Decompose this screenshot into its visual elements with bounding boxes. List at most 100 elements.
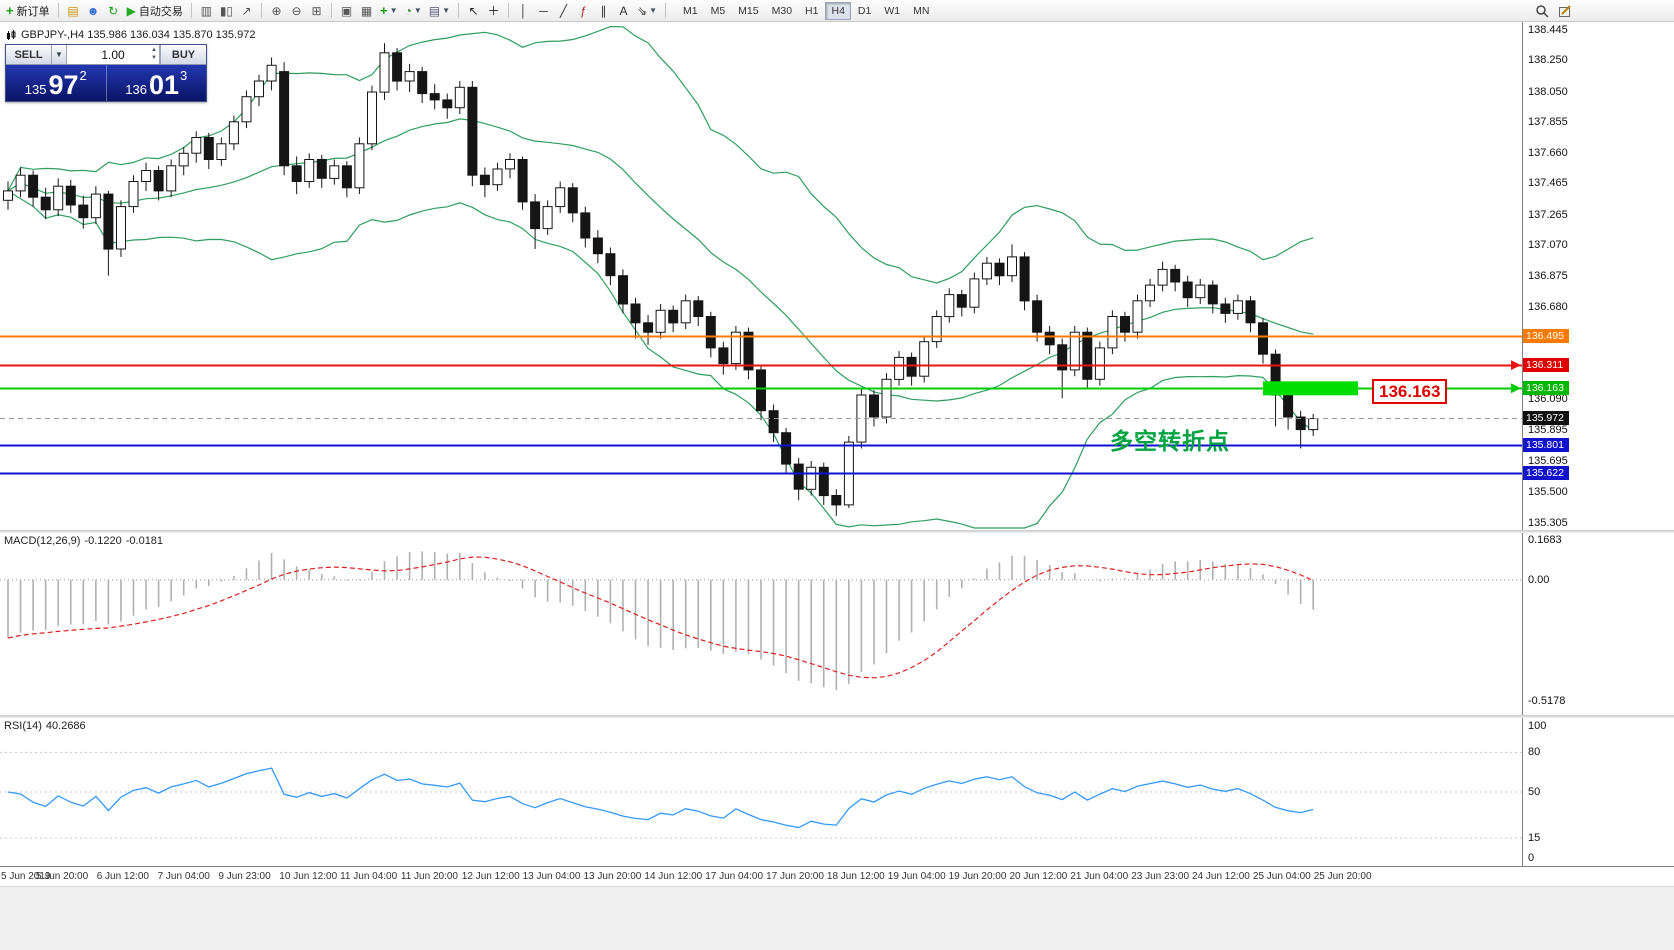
- turning-point-annotation: 多空转折点: [1110, 428, 1230, 454]
- candlestick-chart-canvas[interactable]: [0, 22, 1522, 530]
- chart-window-icon: ▤: [67, 3, 79, 18]
- arrange-windows-icon[interactable]: ▦: [357, 1, 376, 20]
- panel-separator[interactable]: [0, 530, 1674, 533]
- refresh-icon[interactable]: ↻: [104, 1, 123, 20]
- timeframe-m15[interactable]: M15: [738, 4, 759, 17]
- volume-input[interactable]: 1.00 ▲ ▼: [67, 45, 160, 64]
- crosshair-tool-icon[interactable]: ＋: [484, 1, 503, 20]
- arrow-tool-icon[interactable]: ⇘ ▼: [634, 1, 660, 20]
- text-label-tool-icon[interactable]: A: [614, 1, 633, 20]
- price-badge: 135.801: [1523, 438, 1569, 453]
- price-tick: 135.500: [1528, 485, 1568, 498]
- arrow-tool-icon-dropdown-arrow[interactable]: ▼: [649, 6, 657, 15]
- add-indicator-button-dropdown-arrow[interactable]: ▼: [389, 6, 398, 15]
- period-selector-button-dropdown-arrow[interactable]: ▼: [413, 6, 422, 15]
- line-chart-icon[interactable]: ↗: [237, 1, 256, 20]
- period-selector-button[interactable]: ◔ ▼: [402, 1, 425, 20]
- macd-tick: 0.1683: [1528, 534, 1562, 547]
- time-label: 17 Jun 20:00: [766, 871, 824, 882]
- compose-icon[interactable]: [1555, 1, 1575, 20]
- sell-price-big: 97: [48, 70, 79, 101]
- zoom-in-icon[interactable]: ⊕: [267, 1, 286, 20]
- bar-chart-icon[interactable]: ▥: [197, 1, 216, 20]
- toolbar-separator: [190, 3, 192, 18]
- template-button-dropdown-arrow[interactable]: ▼: [442, 6, 450, 15]
- time-label: 25 Jun 20:00: [1313, 871, 1372, 882]
- timeframe-m5[interactable]: M5: [710, 4, 726, 17]
- candlestick-chart-icon[interactable]: ▮▯: [217, 1, 236, 20]
- sell-button[interactable]: SELL: [6, 45, 52, 64]
- price-tick: 136.875: [1528, 270, 1568, 282]
- arrowT-icon: ⇘: [637, 3, 648, 18]
- volume-value[interactable]: 1.00: [101, 47, 125, 62]
- time-label: 14 Jun 12:00: [644, 871, 703, 882]
- search-icon[interactable]: [1532, 1, 1552, 20]
- sell-price-panel[interactable]: 135 97 2: [6, 65, 106, 101]
- price-tick: 137.660: [1528, 146, 1568, 159]
- rsi-value: 40.2686: [45, 720, 86, 732]
- channel-tool-icon[interactable]: ∥: [594, 1, 613, 20]
- rsi-panel[interactable]: RSI(14) 40.2686: [0, 718, 1522, 866]
- fibonacci-tool-icon[interactable]: ƒ: [574, 1, 593, 20]
- macd-chart-canvas[interactable]: [0, 533, 1522, 715]
- timeframe-mn[interactable]: MN: [913, 4, 930, 17]
- timeframe-h4[interactable]: H4: [825, 1, 851, 20]
- time-label: 21 Jun 04:00: [1070, 871, 1129, 882]
- vertical-line-tool-icon[interactable]: │: [514, 1, 533, 20]
- buy-price-panel[interactable]: 136 01 3: [107, 65, 207, 101]
- timeframe-m30[interactable]: M30: [771, 4, 793, 17]
- panel-divider: [105, 65, 107, 101]
- tile-windows-icon[interactable]: ⊞: [307, 1, 326, 20]
- textA-icon: A: [619, 3, 628, 18]
- time-axis[interactable]: 5 Jun 2019 5 Jun 20:00 6 Jun 12:00 7 Jun 04…: [0, 866, 1674, 886]
- template-button[interactable]: ▤ ▼: [426, 1, 453, 20]
- cascade-windows-icon[interactable]: ▣: [337, 1, 356, 20]
- timeframe-h1[interactable]: H1: [805, 4, 819, 17]
- rsi-name: RSI(14): [4, 720, 42, 732]
- price-axis[interactable]: 138.445 138.250 138.050 137.855 137.660 137.4…: [1522, 22, 1674, 530]
- panel-separator[interactable]: [0, 715, 1674, 718]
- spin-down-icon[interactable]: ▼: [151, 55, 157, 61]
- buy-button[interactable]: BUY: [160, 45, 206, 64]
- autotrading-button[interactable]: ▶ 自动交易: [124, 1, 186, 20]
- volume-spinner[interactable]: ▲ ▼: [151, 46, 157, 62]
- macd-value-main: -0.1220: [84, 535, 122, 547]
- timeframe-w1[interactable]: W1: [884, 4, 901, 17]
- profile-icon: ☻: [86, 3, 100, 18]
- rsi-tick: 100: [1528, 720, 1547, 732]
- trendline-tool-icon[interactable]: ╱: [554, 1, 573, 20]
- timeframe-m1[interactable]: M1: [682, 4, 698, 17]
- order-options-dropdown[interactable]: ▼: [52, 45, 67, 64]
- profile-icon[interactable]: ☻: [84, 1, 103, 20]
- price-chart-area[interactable]: GBPJPY-,H4 135.986 136.034 135.870 135.9…: [0, 22, 1522, 530]
- tline-icon: ╱: [559, 3, 568, 18]
- time-label: 11 Jun 20:00: [400, 871, 458, 882]
- time-label: 23 Jun 23:00: [1131, 871, 1190, 882]
- timeframe-d1[interactable]: D1: [857, 4, 872, 17]
- crosshair-icon: ＋: [487, 3, 500, 18]
- price-tick: 137.265: [1528, 208, 1568, 221]
- rsi-chart-canvas[interactable]: [0, 718, 1522, 866]
- macd-tick: -0.5178: [1528, 694, 1566, 707]
- macd-value-signal: -0.0181: [125, 535, 164, 547]
- toolbar-separator: [458, 3, 459, 18]
- price-tick: 135.305: [1528, 516, 1568, 529]
- add-indicator-button[interactable]: + ▼: [377, 1, 401, 20]
- ohlc-text: GBPJPY-,H4 135.986 136.034 135.870 135.9…: [21, 29, 256, 41]
- spin-up-icon[interactable]: ▲: [151, 47, 157, 53]
- charts-window-icon[interactable]: ▤: [64, 1, 83, 20]
- time-label: 19 Jun 20:00: [948, 871, 1007, 882]
- macd-axis[interactable]: 0.1683 0.00 -0.5178: [1522, 533, 1674, 715]
- new-order-button[interactable]: + 新订单: [3, 1, 53, 20]
- horizontal-line-tool-icon[interactable]: ─: [534, 1, 553, 20]
- ohlc-readout: GBPJPY-,H4 135.986 136.034 135.870 135.9…: [6, 29, 255, 41]
- zoom-out-icon[interactable]: ⊖: [287, 1, 306, 20]
- rsi-axis[interactable]: 100 80 50 15 0: [1522, 718, 1674, 866]
- price-tick: 138.050: [1528, 85, 1568, 98]
- price-tick: 137.465: [1528, 177, 1568, 190]
- macd-panel[interactable]: MACD(12,26,9) -0.1220 -0.0181: [0, 533, 1522, 715]
- rsi-tick: 15: [1528, 832, 1541, 845]
- cursor-tool-icon[interactable]: ↖: [464, 1, 483, 20]
- time-label: 5 Jun 2019: [1, 871, 51, 882]
